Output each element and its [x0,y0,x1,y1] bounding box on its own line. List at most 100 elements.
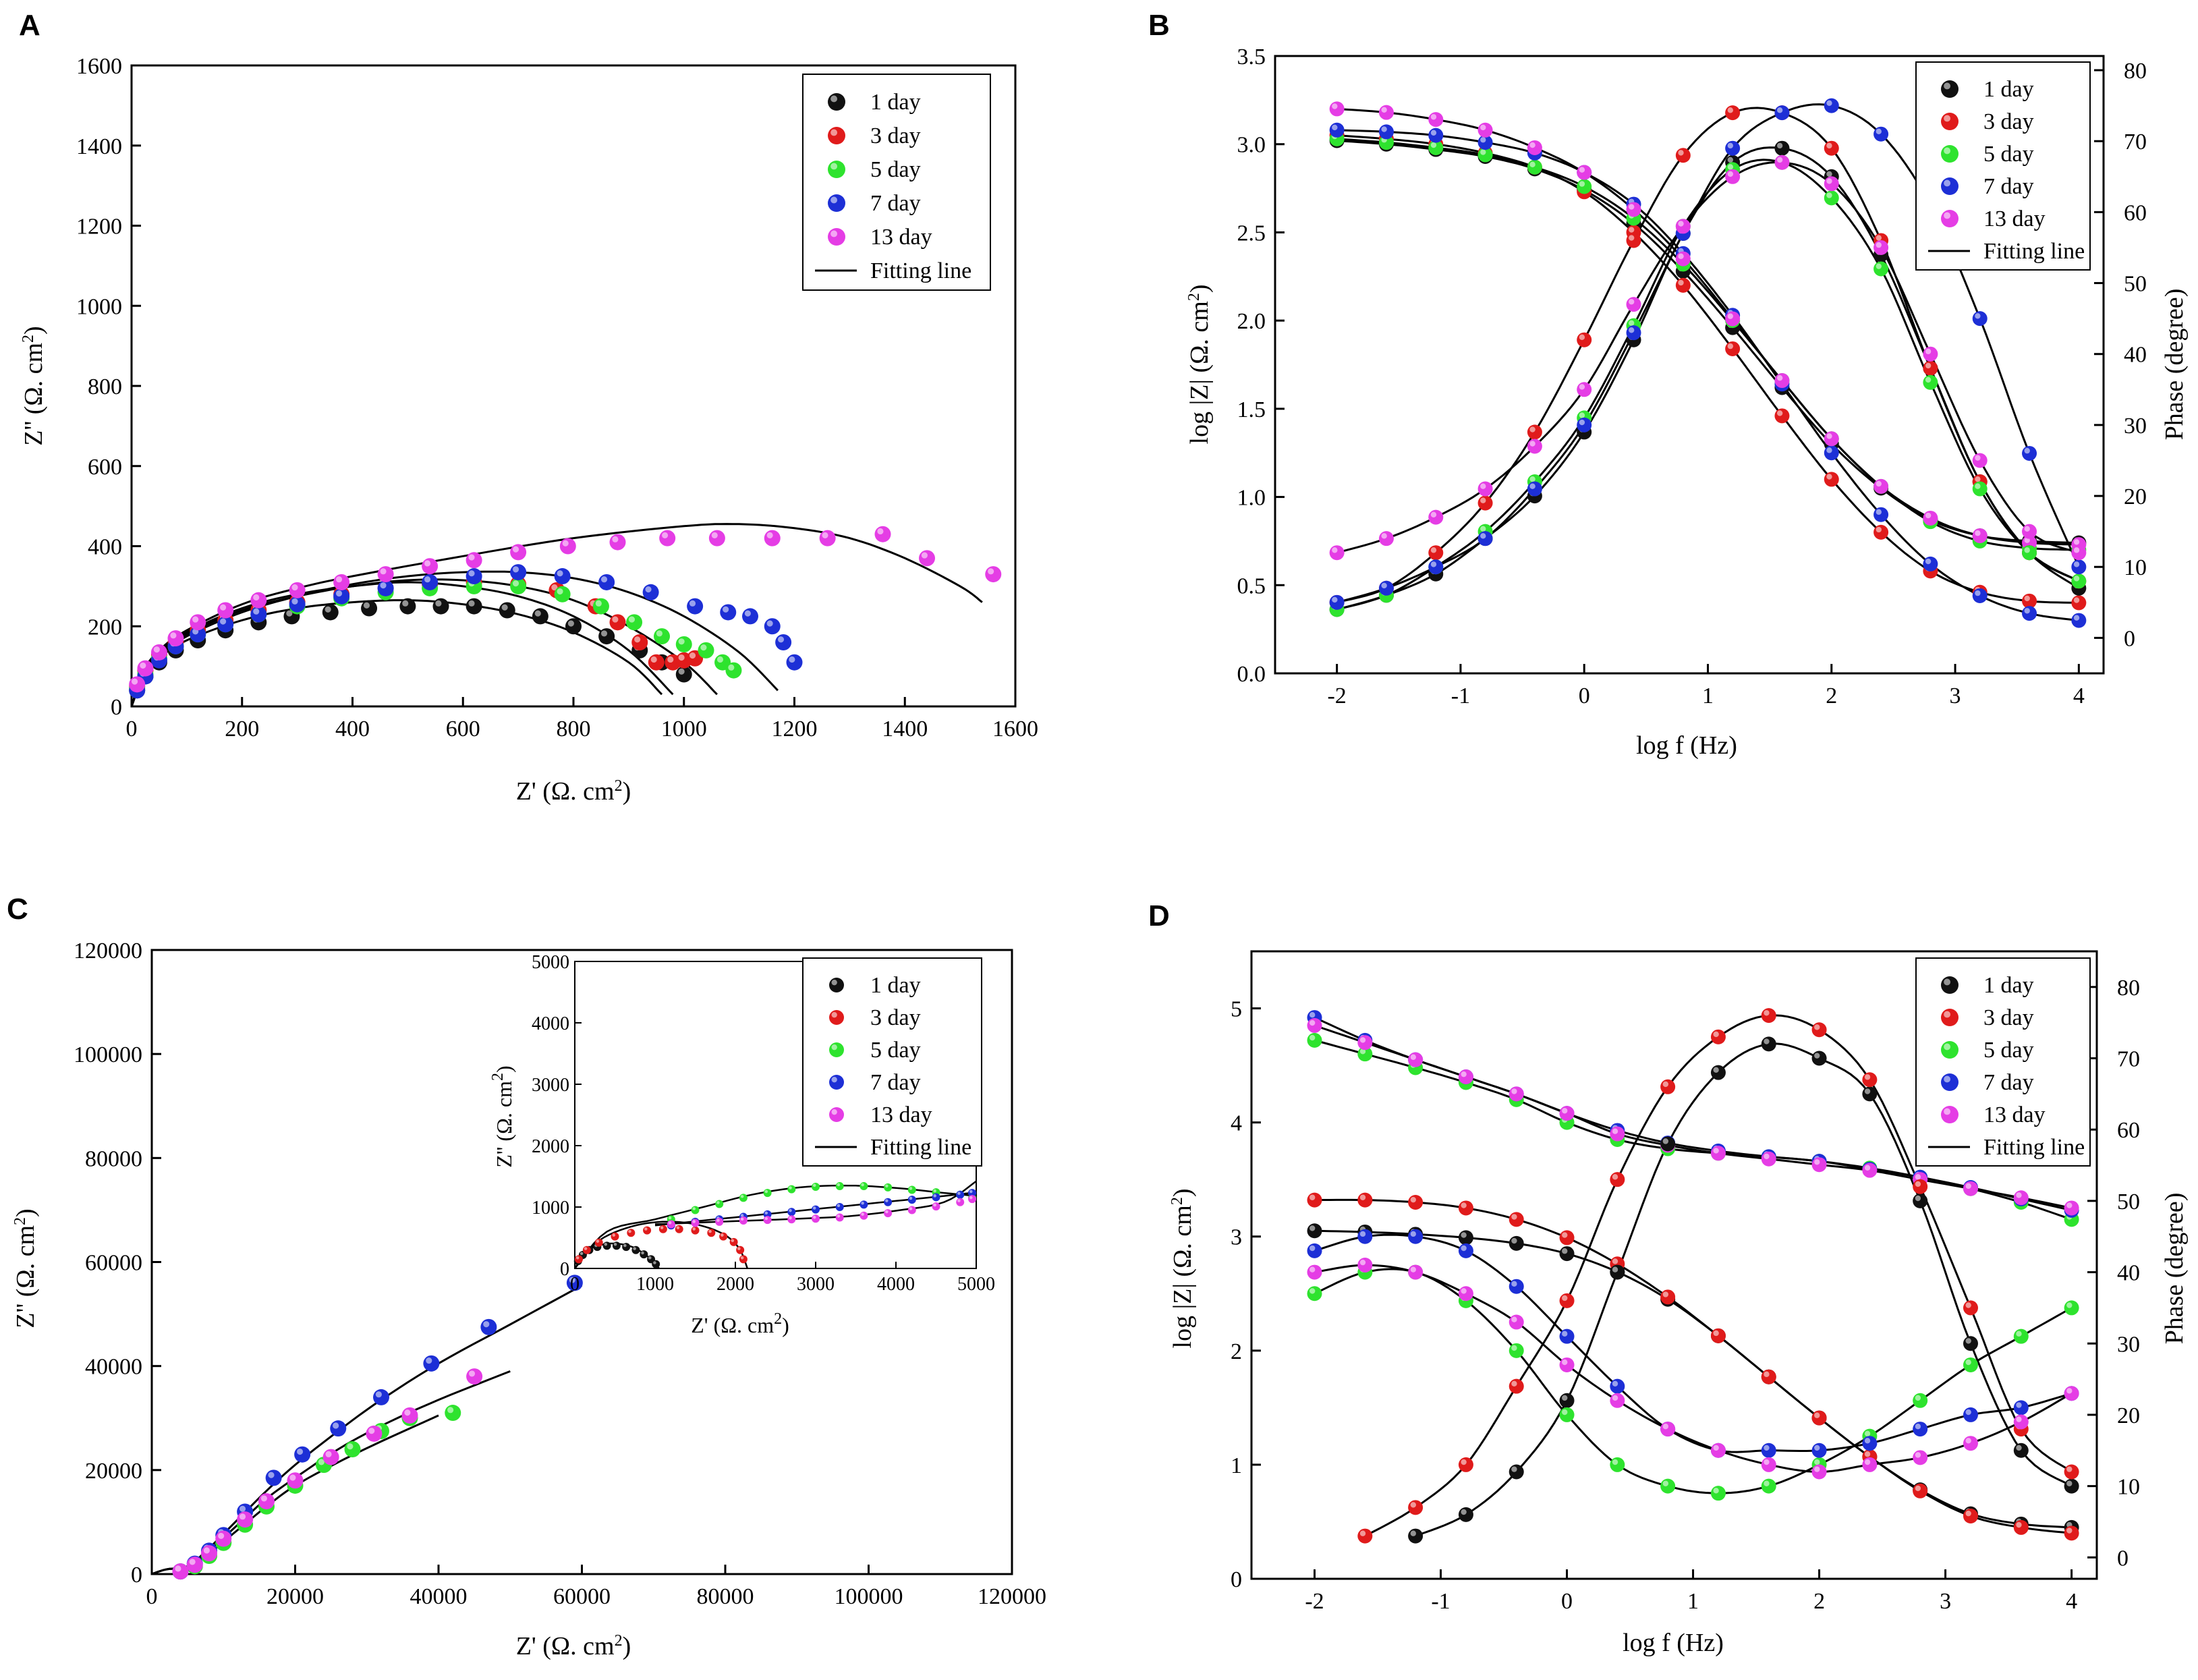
panel-d-phase-fit-7-day [1314,1233,2073,1453]
panel-d-mod-point-1-day-body [1458,1230,1473,1245]
panel-a-point-3-day-shine [678,654,685,661]
panel-b-y2tick-label: 10 [2124,555,2147,580]
panel-b-plot-frame [1274,55,2105,675]
panel-c-point-13-day [322,1449,339,1465]
panel-d-mod-point-3-day-shine [2016,1521,2022,1528]
panel-b-phase-point-3-day-body [1626,233,1641,248]
panel-c-inset-point-3-day-body [707,1229,716,1237]
panel-c-inset-point-5-day-shine [933,1189,936,1193]
panel-c-inset-point-3-day-shine [740,1256,744,1260]
panel-c-inset-point-1-day [622,1243,631,1252]
panel-b-phase-point-7-day-shine [1629,327,1635,333]
panel-d-mod-point-13-day [1559,1106,1575,1121]
panel-b-mod-point-13-day-shine [1430,114,1437,120]
panel-b-phase-point-13-day-body [1774,155,1790,170]
panel-c-inset-point-5-day-body [763,1189,772,1198]
panel-d-y2tick-label: 60 [2117,1118,2140,1143]
panel-c-inset-point-13-day-shine [837,1214,841,1218]
panel-a-point-5-day-shine [700,644,707,651]
panel-d-phase-point-1-day-shine [1864,1088,1871,1094]
panel-b-phase-point-13-day-shine [1529,441,1535,447]
panel-d-legend-marker-3-day-shine [1944,1011,1951,1018]
panel-d-legend-marker-7-day-body [1941,1073,1959,1091]
panel-a-point-13-day-shine [220,604,227,611]
panel-c-inset-point-3-day-shine [708,1229,712,1233]
panel-d-phase-point-5-day [2013,1328,2029,1344]
panel-a-point-7-day-body [764,618,781,635]
panel-a-point-1-day-shine [534,610,541,617]
panel-c-point-7-day-shine [569,1277,575,1283]
panel-b-mod-point-7-day [2071,613,2087,628]
panel-a-ytick-label: 1600 [76,54,122,79]
panel-a-point-5-day-body [698,642,714,659]
panel-c-point-13-day [186,1557,203,1573]
panel-d-phase-point-13-day-body [1357,1258,1373,1272]
panel-a-point-13-day-shine [132,678,138,685]
panel-d-mod-point-5-day [1307,1032,1322,1048]
panel-d-ylabel-end: ) [1168,1189,1197,1198]
panel-c-inset-point-3-day-shine [628,1229,631,1233]
panel-c-ytick-label: 60000 [85,1251,142,1276]
panel-a-point-7-day-body [510,564,527,581]
panel-c-inset-point-7-day-shine [740,1214,744,1217]
panel-d-phase-point-7-day-body [1357,1229,1373,1244]
panel-b-phase-point-3-day-shine [1579,334,1585,341]
panel-b-phase-point-3-day-shine [1430,547,1437,553]
panel-a-point-7-day-shine [557,570,563,577]
panel-d-phase-point-1-day-shine [1410,1530,1416,1536]
panel-b-mod-point-13-day [1378,105,1394,120]
panel-c-point-13-day-shine [218,1532,225,1539]
panel-d-mod-point-3-day-body [1357,1192,1373,1208]
panel-a-point-7-day-shine [744,610,751,617]
panel-a-point-13-day-body [129,676,146,693]
panel-d-phase-point-13-day-body [1761,1457,1776,1472]
panel-a-point-13-day-body [289,582,306,598]
panel-d-phase-point-7-day-shine [1965,1409,1971,1416]
panel-a-point-7-day-body [289,596,306,613]
panel-d-phase-point-13-day-body [1458,1286,1473,1301]
panel-c-inset-ytick-label: 4000 [532,1013,569,1034]
panel-d-mod-point-13-day-body [2013,1190,2029,1206]
panel-d-phase-point-1-day-shine [1461,1509,1467,1515]
panel-b-mod-point-3-day [1824,472,1839,487]
panel-d-phase-point-7-day [1458,1243,1473,1258]
panel-c-inset-point-5-day-body [812,1182,820,1191]
panel-b-mod-point-7-day [1477,135,1493,150]
panel-d-legend-marker-5-day [1941,1041,1959,1059]
panel-c-point-13-day-body [401,1407,418,1424]
panel-c-inset-point-7-day [860,1200,868,1209]
panel-c-inset-point-7-day-shine [933,1194,936,1198]
panel-b-phase-point-3-day [1675,148,1691,163]
panel-c-point-13-day [215,1530,232,1547]
panel-d-mod-point-1-day-shine [1562,1248,1568,1254]
panel-c-legend-box [802,957,982,1167]
panel-b-legend-label-5-day: 5 day [1983,142,2034,167]
panel-d-phase-point-5-day [1710,1486,1726,1501]
panel-d-phase-point-1-day [2064,1478,2079,1494]
panel-d-mod-point-3-day-shine [1662,1291,1669,1297]
panel-a-point-13-day-shine [335,576,343,583]
panel-a-xtick-label: 800 [557,717,591,741]
panel-d-phase-point-13-day [1458,1286,1473,1301]
panel-d-mod-point-1-day-body [1307,1223,1322,1239]
panel-b-legend-marker-7-day-body [1941,177,1959,195]
panel-d-phase-point-1-day [1913,1193,1928,1208]
panel-a-point-13-day-shine [877,528,884,535]
panel-c-point-13-day-body [172,1563,189,1580]
panel-a-point-5-day-shine [716,656,724,663]
panel-a-point-1-day-body [598,628,615,645]
panel-c-inset-fit-5-day [574,1184,977,1269]
panel-c-inset-point-1-day-body [652,1260,660,1268]
panel-c-legend-label-1-day: 1 day [870,973,921,998]
panel-d-mod-point-13-day-body [1710,1146,1726,1161]
panel-c-inset-ylabel-sup: 2 [489,1073,507,1081]
panel-b-mod-point-7-day-shine [1826,447,1832,453]
panel-b-phase-point-13-day [1774,155,1790,170]
panel-a-point-7-day-shine [335,590,343,597]
panel-d-phase-point-3-day-body [1408,1500,1424,1515]
panel-c-inset-point-13-day-shine [812,1215,816,1219]
panel-d-phase-point-1-day-body [1862,1086,1878,1102]
panel-d-mod-point-13-day [1811,1157,1827,1173]
panel-c-inset-point-7-day [932,1193,940,1202]
panel-c-point-13-day [287,1472,304,1489]
